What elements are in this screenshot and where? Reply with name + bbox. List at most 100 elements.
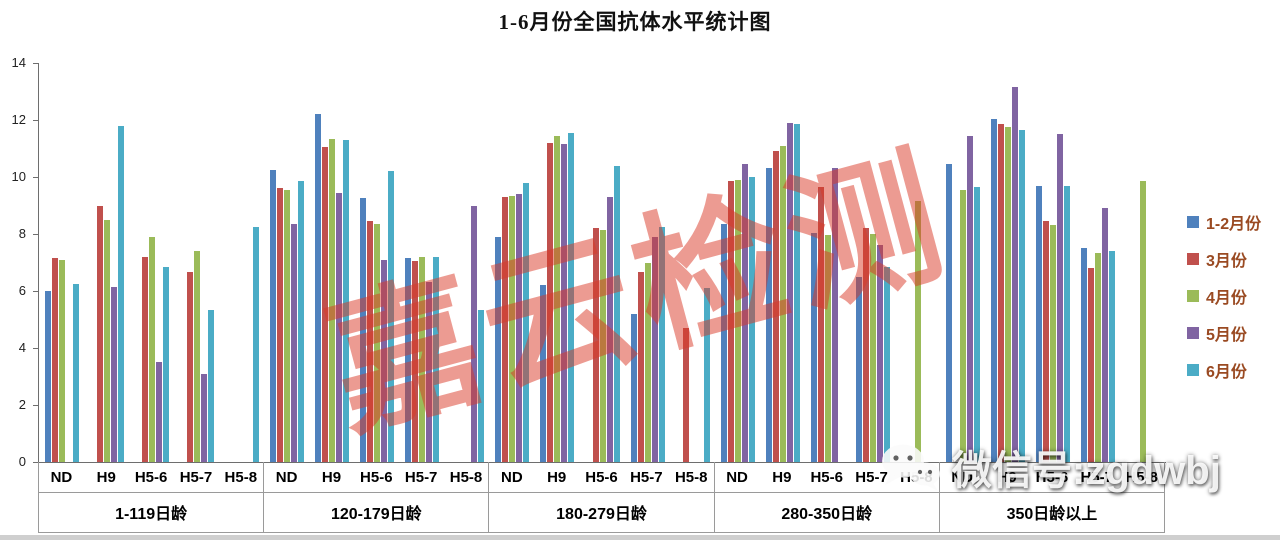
bar-6月份 <box>1109 251 1116 462</box>
bar-1-2月份 <box>855 276 862 462</box>
category-label: ND <box>275 468 298 486</box>
group-label: 350日龄以上 <box>938 492 1166 532</box>
bar-6月份 <box>162 266 169 462</box>
group-label: 120-179日龄 <box>263 492 488 532</box>
bar-cluster <box>1121 63 1166 462</box>
legend-swatch <box>1187 290 1199 302</box>
legend-swatch <box>1187 216 1199 228</box>
bar-1-2月份 <box>315 114 322 462</box>
bar-6月份 <box>1019 129 1026 462</box>
bar-1-2月份 <box>946 164 953 462</box>
category-label: H5-8 <box>674 468 708 486</box>
legend-item: 4月份 <box>1187 284 1261 308</box>
bar-cluster <box>219 63 264 462</box>
category-label: H5-6 <box>585 468 618 486</box>
bar-6月份 <box>748 177 755 462</box>
bar-cluster <box>490 63 535 462</box>
bar-1-2月份 <box>1036 185 1043 462</box>
bar-4月份 <box>554 135 561 462</box>
bar-6月份 <box>252 226 259 462</box>
bar-6月份 <box>974 186 981 462</box>
bar-5月份 <box>516 194 523 462</box>
bar-4月份 <box>58 259 65 462</box>
bar-cluster <box>1076 63 1121 462</box>
bar-3月份 <box>51 258 58 462</box>
bar-cluster <box>1031 63 1076 462</box>
bar-groups <box>39 63 1166 462</box>
y-tick-mark <box>33 176 38 178</box>
bar-3月份 <box>322 147 329 462</box>
category-label: H9 <box>547 468 567 486</box>
category-label: H5-6 <box>1035 468 1069 486</box>
bar-6月份 <box>1064 185 1071 462</box>
category-label: H5-7 <box>630 468 663 486</box>
bar-3月份 <box>682 328 689 462</box>
category-label: ND <box>500 468 523 486</box>
legend-item: 1-2月份 <box>1187 210 1261 234</box>
bar-1-2月份 <box>540 285 547 462</box>
bar-group <box>264 63 489 462</box>
legend-label: 6月份 <box>1206 364 1247 381</box>
legend-label: 1-2月份 <box>1206 216 1262 233</box>
bar-3月份 <box>772 151 779 462</box>
legend-item: 6月份 <box>1187 358 1261 382</box>
bar-4月份 <box>509 195 516 462</box>
y-tick-label: 8 <box>18 226 26 242</box>
bar-4月份 <box>599 229 606 462</box>
bar-3月份 <box>186 272 193 462</box>
legend-label: 5月份 <box>1206 327 1247 344</box>
category-label: H5-7 <box>855 468 888 486</box>
category-label: H5-7 <box>179 468 213 486</box>
bar-cluster <box>309 63 354 462</box>
bar-6月份 <box>388 171 395 462</box>
bar-cluster <box>445 63 490 462</box>
bar-3月份 <box>1043 221 1050 462</box>
bar-cluster <box>129 63 174 462</box>
bar-1-2月份 <box>495 236 502 462</box>
bar-3月份 <box>96 205 103 462</box>
group-label: 280-350日龄 <box>713 492 939 532</box>
bar-cluster <box>625 63 670 462</box>
bar-5月份 <box>200 373 207 462</box>
bar-cluster <box>670 63 715 462</box>
x-axis-group-row: 1-119日龄 120-179日龄 180-279日龄 280-350日龄 350日龄以… <box>38 492 1166 533</box>
bar-5月份 <box>561 144 568 462</box>
bar-1-2月份 <box>405 258 412 462</box>
y-tick-mark <box>33 62 38 64</box>
bar-group <box>490 63 715 462</box>
category-label: ND <box>50 468 73 486</box>
bar-cluster <box>715 63 760 462</box>
category-label: H5-8 <box>224 468 258 486</box>
category-label: ND <box>726 468 748 486</box>
bar-3月份 <box>502 196 509 462</box>
bar-5月份 <box>786 122 793 462</box>
bar-cluster <box>896 63 941 462</box>
bar-group <box>39 63 264 462</box>
bar-group <box>715 63 940 462</box>
category-label: H5-8 <box>900 468 933 486</box>
y-tick-mark <box>33 290 38 292</box>
group-label: 1-119日龄 <box>38 492 263 532</box>
bar-4月份 <box>283 189 290 462</box>
bar-6月份 <box>523 182 530 462</box>
bar-4月份 <box>148 236 155 462</box>
category-label-group: ND H9 H5-6 H5-7 H5-8 <box>38 462 263 492</box>
bar-5月份 <box>290 224 297 462</box>
legend-swatch <box>1187 364 1199 376</box>
y-tick-label: 2 <box>18 397 26 413</box>
bar-4月份 <box>869 234 876 462</box>
category-label: H5-7 <box>404 468 438 486</box>
y-tick-mark <box>33 119 38 121</box>
bar-5月份 <box>336 192 343 462</box>
bar-cluster <box>174 63 219 462</box>
bar-6月份 <box>658 226 665 462</box>
bar-cluster <box>850 63 895 462</box>
y-axis: 0 2 4 6 8 10 12 14 <box>0 56 38 469</box>
bar-3月份 <box>998 124 1005 462</box>
category-label: H5-6 <box>810 468 843 486</box>
y-tick-mark <box>33 233 38 235</box>
bar-group <box>941 63 1166 462</box>
bar-1-2月份 <box>630 313 637 462</box>
bar-cluster <box>84 63 129 462</box>
y-tick-label: 14 <box>11 55 26 70</box>
